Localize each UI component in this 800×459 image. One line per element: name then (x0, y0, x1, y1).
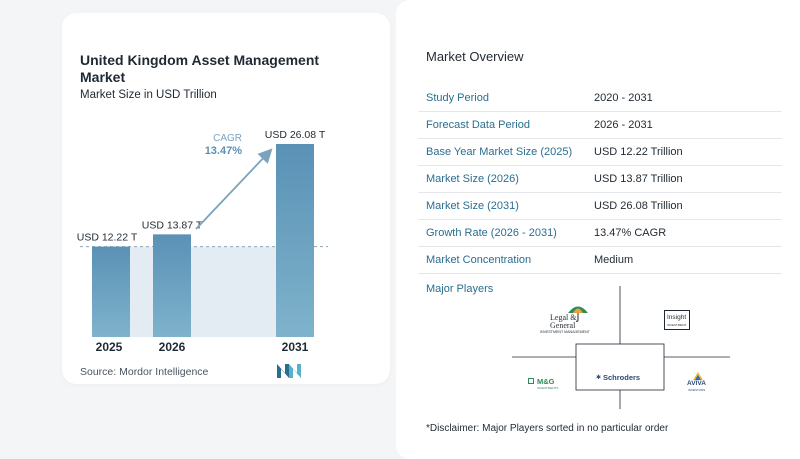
overview-key: Study Period (418, 85, 594, 113)
overview-table: Study Period 2020 - 2031 Forecast Data Pe… (418, 85, 782, 274)
aviva-logo (693, 372, 703, 380)
umbrella-icon (568, 306, 588, 322)
chart-title: United Kingdom Asset Management Market (80, 52, 320, 85)
bar-value-label: USD 26.08 T (265, 129, 326, 141)
overview-row: Market Size (2031) USD 26.08 Trillion (418, 192, 782, 220)
schroders-logo: ✱ (596, 375, 602, 381)
aviva-name: AVIVA (687, 380, 706, 387)
player-insight: Insight INVESTMENT (664, 310, 690, 330)
overview-row: Forecast Data Period 2026 - 2031 (418, 111, 782, 140)
disclaimer-text: *Disclaimer: Major Players sorted in no … (426, 423, 669, 434)
mg-sub: INVESTMENTS (537, 386, 559, 390)
bar (92, 246, 130, 337)
player-mg: M&G INVESTMENTS (528, 377, 568, 393)
overview-value: USD 26.08 Trillion (594, 192, 782, 220)
overview-row: Base Year Market Size (2025) USD 12.22 Tr… (418, 138, 782, 167)
player-aviva: AVIVA INVESTORS (684, 372, 714, 394)
overview-key: Market Size (2031) (418, 192, 594, 220)
bar-value-label: USD 13.87 T (142, 219, 203, 231)
aviva-sub: INVESTORS (688, 388, 706, 392)
insight-name: Insight (667, 314, 687, 321)
overview-row: Study Period 2020 - 2031 (418, 85, 782, 113)
overview-row: Market Concentration Medium (418, 246, 782, 274)
mg-logo (528, 378, 534, 384)
overview-key: Market Size (2026) (418, 165, 594, 194)
overview-value: USD 12.22 Trillion (594, 138, 782, 167)
x-tick-label: 2025 (96, 340, 123, 354)
major-players-title: Major Players (426, 283, 494, 295)
chart-subtitle: Market Size in USD Trillion (80, 89, 217, 101)
overview-title: Market Overview (426, 49, 524, 64)
cagr-label: CAGR (213, 133, 242, 144)
overview-value: 13.47% CAGR (594, 219, 782, 247)
baseline-shade (130, 246, 276, 337)
overview-key: Market Concentration (418, 246, 594, 274)
x-tick-label: 2031 (282, 340, 309, 354)
overview-row: Market Size (2026) USD 13.87 Trillion (418, 165, 782, 194)
overview-value: 2026 - 2031 (594, 111, 782, 140)
player-schroders: ✱ Schroders (596, 372, 644, 384)
cagr-arrow (195, 148, 273, 230)
overview-value: Medium (594, 246, 782, 274)
bar-value-label: USD 12.22 T (77, 232, 138, 244)
player-legal-general: Legal & General INVESTMENT MANAGEMENT (540, 304, 592, 338)
bar (153, 234, 191, 337)
overview-key: Forecast Data Period (418, 111, 594, 140)
x-tick-label: 2026 (159, 340, 186, 354)
mordor-logo-icon (277, 364, 301, 378)
overview-value: 2020 - 2031 (594, 85, 782, 113)
legal-general-name: Legal & General (550, 313, 577, 330)
legal-general-sub: INVESTMENT MANAGEMENT (540, 330, 590, 334)
overview-key: Base Year Market Size (2025) (418, 138, 594, 167)
overview-row: Growth Rate (2026 - 2031) 13.47% CAGR (418, 219, 782, 247)
source-text: Source: Mordor Intelligence (80, 366, 209, 378)
overview-value: USD 13.87 Trillion (594, 165, 782, 194)
overview-key: Growth Rate (2026 - 2031) (418, 219, 594, 247)
mg-name: M&G (537, 377, 555, 386)
schroders-name: Schroders (603, 373, 641, 382)
insight-sub: INVESTMENT (667, 323, 687, 327)
bar (276, 144, 314, 337)
bar-chart: USD 12.22 T 2025 USD 13.87 T 2026 USD 26.08 … (77, 129, 328, 354)
cagr-value: 13.47% (205, 145, 243, 157)
